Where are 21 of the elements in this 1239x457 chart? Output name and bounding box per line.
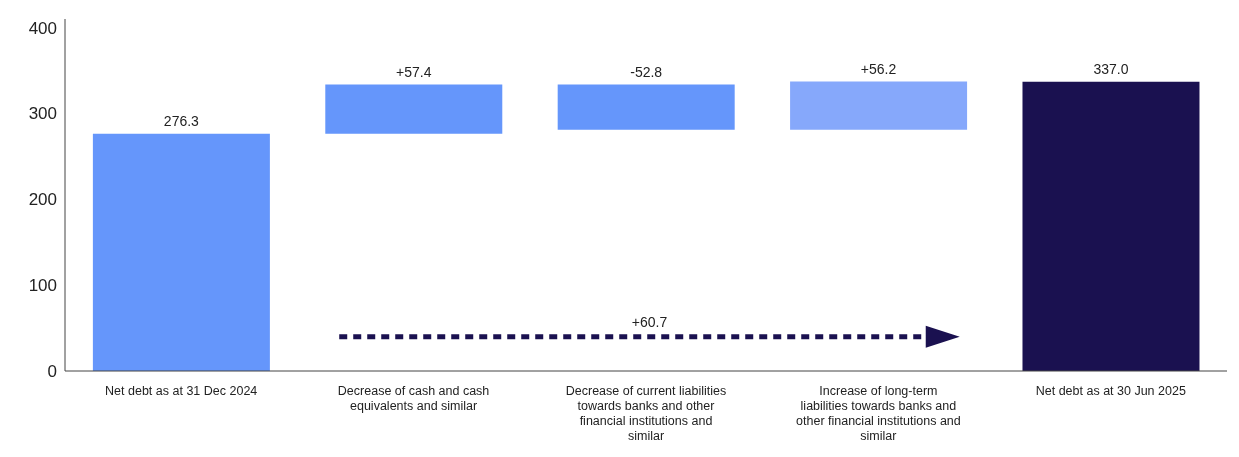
x-tick-label: Decrease of cash and cash equivalents and similar	[337, 384, 490, 413]
y-tick-label: 400	[28, 18, 57, 38]
y-tick-label: 200	[28, 190, 57, 210]
bar	[790, 81, 968, 130]
data-label: +57.4	[396, 63, 432, 80]
data-label: +56.2	[860, 60, 897, 77]
bar	[325, 84, 503, 134]
bar	[92, 133, 270, 371]
x-tick-label: Net debt as at 30 Jun 2025	[1035, 384, 1186, 398]
bar	[557, 84, 735, 130]
y-tick-label: 300	[28, 104, 57, 124]
annotation: +60.7	[631, 313, 668, 330]
x-tick-label: Net debt as at 31 Dec 2024	[105, 384, 258, 398]
data-label: 276.3	[163, 112, 200, 129]
bar	[1022, 81, 1200, 371]
x-tick-label: Decrease of current liabilities towards banks and other financial institutions and similar	[565, 384, 727, 443]
data-label: -52.8	[630, 63, 663, 80]
y-tick-label: 100	[28, 276, 57, 296]
y-tick-label: 0	[47, 362, 57, 382]
x-tick-label: Increase of long-term liabilities towards banks and other financial institutions and similar	[796, 384, 961, 443]
data-label: 337.0	[1093, 60, 1129, 77]
